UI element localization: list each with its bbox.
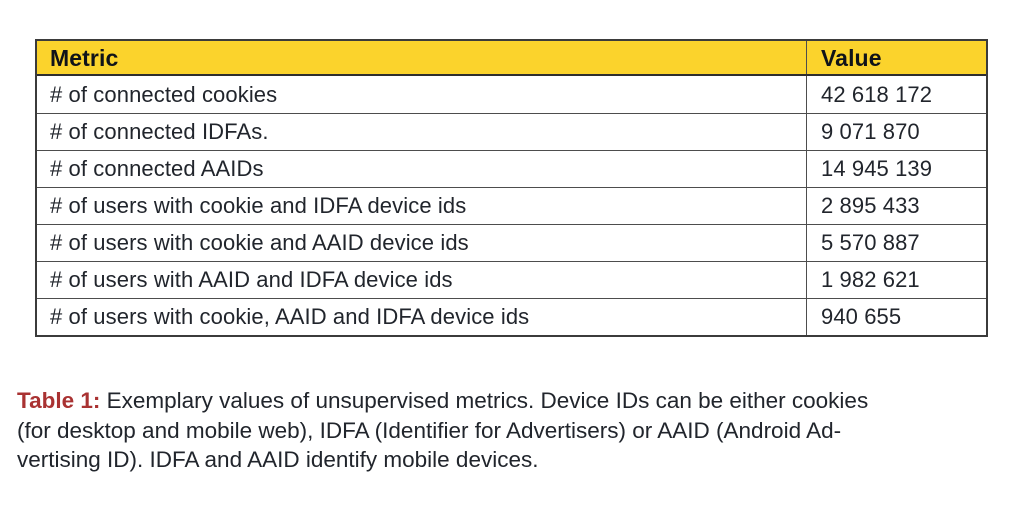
metric-cell: # of users with cookie, AAID and IDFA de… bbox=[50, 304, 530, 329]
caption-line-1: Table 1: Exemplary values of unsupervise… bbox=[17, 386, 1019, 416]
caption-line-3: vertising ID). IDFA and AAID identify mo… bbox=[17, 447, 539, 472]
metric-cell: # of users with cookie and AAID device i… bbox=[50, 230, 469, 255]
caption-text-1: Exemplary values of unsupervised metrics… bbox=[100, 388, 869, 413]
metric-cell: # of users with cookie and IDFA device i… bbox=[50, 193, 467, 218]
metric-cell: # of connected IDFAs. bbox=[50, 119, 269, 144]
table-row: # of connected AAIDs 14 945 139 bbox=[37, 150, 986, 187]
table-row: # of connected IDFAs. 9 071 870 bbox=[37, 113, 986, 150]
table-row: # of users with cookie and AAID device i… bbox=[37, 224, 986, 261]
caption-line-2: (for desktop and mobile web), IDFA (Iden… bbox=[17, 417, 842, 443]
value-cell: 2 895 433 bbox=[806, 188, 986, 224]
table-row: # of users with cookie, AAID and IDFA de… bbox=[37, 298, 986, 335]
value-cell: 14 945 139 bbox=[806, 151, 986, 187]
table-body: # of connected cookies 42 618 172 # of c… bbox=[37, 76, 986, 335]
table-row: # of connected cookies 42 618 172 bbox=[37, 76, 986, 113]
table-caption: Table 1: Exemplary values of unsupervise… bbox=[17, 386, 1019, 475]
value-cell: 1 982 621 bbox=[806, 262, 986, 298]
caption-label: Table 1: bbox=[17, 388, 101, 413]
table-row: # of users with cookie and IDFA device i… bbox=[37, 187, 986, 224]
header-cell-value: Value bbox=[806, 41, 986, 74]
metric-cell: # of connected cookies bbox=[50, 81, 278, 107]
value-cell: 940 655 bbox=[806, 299, 986, 335]
header-cell-metric: Metric bbox=[50, 44, 119, 71]
table-header-row: Metric Value bbox=[37, 41, 986, 76]
metric-cell: # of connected AAIDs bbox=[50, 156, 264, 181]
metrics-table: Metric Value # of connected cookies 42 6… bbox=[35, 39, 988, 337]
metric-cell: # of users with AAID and IDFA device ids bbox=[50, 267, 453, 292]
table-row: # of users with AAID and IDFA device ids… bbox=[37, 261, 986, 298]
value-cell: 5 570 887 bbox=[806, 225, 986, 261]
value-cell: 42 618 172 bbox=[806, 76, 986, 113]
value-cell: 9 071 870 bbox=[806, 114, 986, 150]
